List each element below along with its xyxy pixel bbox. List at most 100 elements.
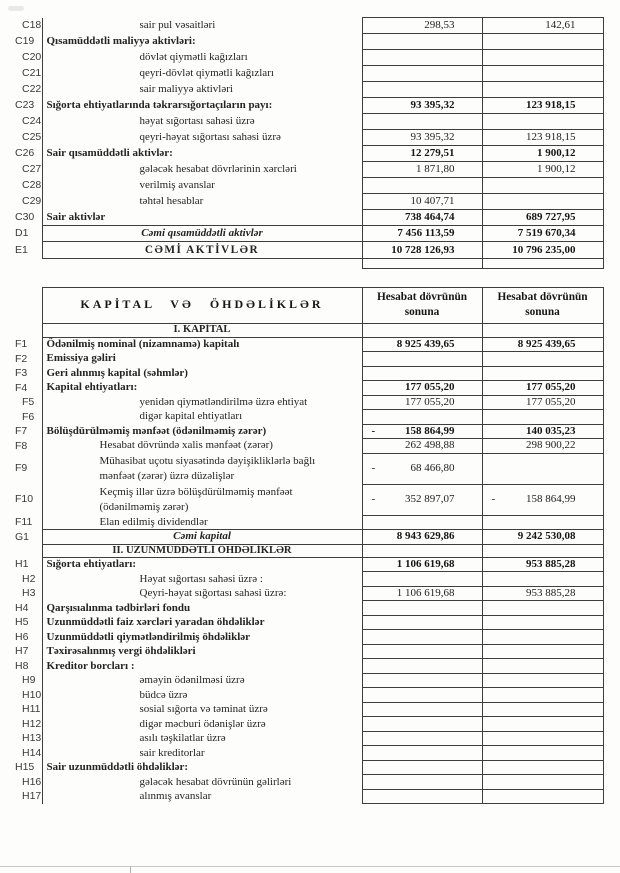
row-label: sair kreditorlar (41, 745, 362, 761)
row-value-1 (361, 658, 483, 674)
row-label: gələcək hesabat dövrlərinin xərcləri (41, 161, 362, 178)
assets-table: C18 sair pul vəsaitləri 298,53 142,61 C19 Qıs… (12, 17, 604, 269)
equity-liabilities-table: KAPİTAL VƏ ÖHDƏLİKLƏR Hesabat dövrünün s… (12, 287, 604, 805)
table-row-C19: C19 Qısamüddətli maliyyə aktivləri: (12, 33, 604, 50)
row-label: Hesabat dövründə xalis mənfəət (zərər) (41, 438, 362, 453)
row-label: Sair qısamüddətli aktivlər: (41, 145, 362, 162)
row-value-2: 10 796 235,00 (481, 241, 604, 259)
row-code: H6 (15, 630, 29, 643)
row-label: qeyri-dövlət qiymətli kağızları (41, 65, 362, 82)
row-value-2: 177 055,20 (481, 394, 604, 410)
row-code: C21 (22, 67, 42, 80)
table-row-F4: F4 Kapital ehtiyatları: 177 055,20 177 055,… (12, 380, 604, 396)
table-row-H10: H10 büdcə üzrə (12, 687, 604, 703)
table-row-F5: F5 yenidən qiymətləndirilmə üzrə ehtiyat 1… (12, 394, 604, 410)
row-value-1: 8 943 629,86 (361, 529, 483, 545)
row-code: C19 (15, 35, 35, 48)
row-label: Həyat sığortası sahəsi üzrə : (41, 571, 362, 587)
row-value-1: 7 456 113,59 (361, 225, 483, 242)
row-value-1: 93 395,32 (361, 97, 483, 114)
row-value-1 (361, 629, 483, 645)
row-label: Qısamüddətli maliyyə aktivləri: (41, 33, 362, 50)
row-value-1 (361, 614, 483, 631)
row-label: yenidən qiymətləndirilmə üzrə ehtiyat (41, 395, 362, 410)
row-code (12, 288, 42, 324)
row-value-2 (481, 33, 604, 50)
row-label: dövlət qiymətli kağızları (41, 49, 362, 66)
table-row-H1: H1 Sığorta ehtiyatları: 1 106 619,68 953 88… (12, 556, 604, 573)
row-value-2 (481, 193, 604, 210)
row-label: Cəmi qısamüddətli aktivlər (41, 225, 363, 242)
row-code: C18 (22, 19, 42, 32)
row-code: D1 (15, 227, 29, 240)
table2-header-row: KAPİTAL VƏ ÖHDƏLİKLƏR Hesabat dövrünün s… (12, 287, 604, 324)
row-label: Uzunmüddətli faiz xərcləri yaradan öhdəl… (41, 615, 362, 630)
row-value-1 (361, 113, 483, 130)
row-value-2 (481, 687, 604, 703)
table-row-C18: C18 sair pul vəsaitləri 298,53 142,61 (12, 17, 604, 34)
table-row-H13: H13 asılı təşkilatlar üzrə (12, 730, 604, 747)
row-code: C23 (15, 99, 35, 112)
table-row-C27: C27 gələcək hesabat dövrlərinin xərcləri 1… (12, 161, 604, 178)
row-code: H5 (15, 616, 29, 629)
table-row-H14: H14 sair kreditorlar (12, 745, 604, 761)
row-value-2: 298 900,22 (481, 438, 604, 454)
row-code: C26 (15, 147, 35, 160)
row-value-2 (481, 543, 604, 558)
table-row-C26: C26 Sair qısamüddətli aktivlər: 12 279,51 1… (12, 145, 604, 162)
section-row: II. UZUNMÜDDƏTLİ ÖHDƏLİKLƏR (12, 543, 604, 558)
row-value-2 (481, 452, 604, 485)
row-value-1 (361, 759, 483, 776)
row-value-1: 298,53 (361, 17, 483, 34)
table-row-C28: C28 verilmiş avanslar (12, 177, 604, 194)
row-label: Sair uzunmüddətli öhdəliklər: (41, 760, 362, 775)
row-label: sosial sığorta və təminat üzrə (41, 702, 362, 717)
row-label: qeyri-həyat sığortası sahəsi üzrə (41, 129, 362, 146)
row-label: Sığorta ehtiyatları: (41, 557, 362, 572)
row-value-1 (361, 33, 483, 50)
row-label: II. UZUNMÜDDƏTLİ ÖHDƏLİKLƏR (41, 543, 363, 558)
table-row-G1: G1 Cəmi kapital 8 943 629,86 9 242 530,08 (12, 529, 604, 545)
value-number: 158 864,99 (526, 493, 576, 506)
row-code (12, 544, 42, 557)
table2-title: KAPİTAL VƏ ÖHDƏLİKLƏR (41, 287, 363, 324)
row-code: C24 (22, 115, 42, 128)
row-label: sair pul vəsaitləri (41, 17, 362, 34)
table-row-F8: F8 Hesabat dövründə xalis mənfəət (zərər)… (12, 438, 604, 454)
row-value-1 (361, 600, 483, 616)
table-row-C22: C22 sair maliyyə aktivləri (12, 81, 604, 98)
row-value-2 (481, 351, 604, 367)
row-label: Qeyri-həyat sığortası sahəsi üzrə: (41, 586, 362, 601)
row-value-2: 7 519 670,34 (481, 225, 604, 242)
row-label: Keçmiş illər üzrə bölüşdürülməmiş mənfəə… (41, 484, 362, 515)
row-value-1 (361, 258, 483, 269)
row-code: F6 (22, 410, 35, 423)
table-row-C25: C25 qeyri-həyat sığortası sahəsi üzrə 93 3… (12, 129, 604, 146)
row-value-1 (361, 65, 483, 82)
row-value-1: 738 464,74 (361, 209, 483, 226)
table-row-H12: H12 digər məcburi ödənişlər üzrə (12, 716, 604, 732)
table-row-F9: F9 Mühasibat uçotu siyasətində dəyişiklik… (12, 452, 604, 485)
row-code: H12 (22, 717, 42, 730)
row-value-1 (361, 571, 483, 587)
table-row-F10: F10 Keçmiş illər üzrə bölüşdürülməmiş mən… (12, 483, 604, 516)
table-row-H7: H7 Təxirəsalınmış vergi öhdəlikləri (12, 643, 604, 660)
row-value-1 (361, 672, 483, 689)
row-value-2 (481, 177, 604, 194)
row-value-2 (481, 643, 604, 660)
row-value-2: 1 900,12 (481, 145, 604, 162)
row-value-1: 10 728 126,93 (361, 241, 483, 259)
row-label: Mühasibat uçotu siyasətində dəyişikliklə… (41, 453, 362, 484)
row-code: C29 (22, 195, 42, 208)
row-value-1 (361, 745, 483, 761)
row-value-1: 177 055,20 (361, 394, 483, 410)
row-label: digər məcburi ödənişlər üzrə (41, 716, 362, 732)
row-value-2 (481, 365, 604, 381)
row-label: Sığorta ehtiyatlarında təkrarsığortaçıla… (41, 97, 362, 114)
row-label: Kreditor borcları : (41, 658, 362, 674)
row-value-1: - 352 897,07 (361, 483, 483, 516)
row-value-1: 8 925 439,65 (361, 336, 483, 352)
row-value-2 (481, 788, 604, 805)
table-row-C29: C29 təhtəl hesablar 10 407,71 (12, 193, 604, 210)
row-value-2 (481, 65, 604, 82)
